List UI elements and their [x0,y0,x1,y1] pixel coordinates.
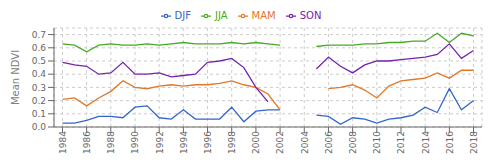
html-text:DJF: DJF [174,10,191,21]
svg-text:1984: 1984 [58,131,68,154]
svg-text:0.1: 0.1 [32,109,46,119]
html-text:MAM: MAM [251,10,276,21]
svg-text:0.4: 0.4 [32,69,47,79]
svg-text:2002: 2002 [275,131,285,154]
svg-text:1994: 1994 [179,131,189,154]
svg-text:1986: 1986 [82,131,92,154]
svg-text:2006: 2006 [324,131,334,154]
svg-text:2014: 2014 [421,131,431,154]
svg-text:2010: 2010 [372,131,382,154]
svg-text:1996: 1996 [203,131,213,154]
svg-text:2018: 2018 [469,131,479,154]
svg-text:1988: 1988 [106,131,116,154]
svg-text:1992: 1992 [155,131,165,154]
svg-text:Mean NDVI: Mean NDVI [10,50,21,105]
svg-text:0.2: 0.2 [32,96,46,106]
html-text:JJA: JJA [215,10,228,21]
svg-text:0.5: 0.5 [32,56,46,66]
html-text:SON: SON [299,10,322,21]
svg-text:1998: 1998 [227,131,237,154]
svg-text:0.3: 0.3 [32,83,46,93]
svg-text:0.7: 0.7 [32,30,46,40]
svg-text:2000: 2000 [251,131,261,154]
svg-text:2012: 2012 [396,131,406,154]
svg-text:1990: 1990 [130,131,140,154]
svg-text:0.6: 0.6 [32,43,47,53]
svg-text:2004: 2004 [300,131,310,154]
svg-text:2016: 2016 [445,131,455,154]
svg-text:2008: 2008 [348,131,358,154]
svg-text:0.0: 0.0 [32,122,47,132]
